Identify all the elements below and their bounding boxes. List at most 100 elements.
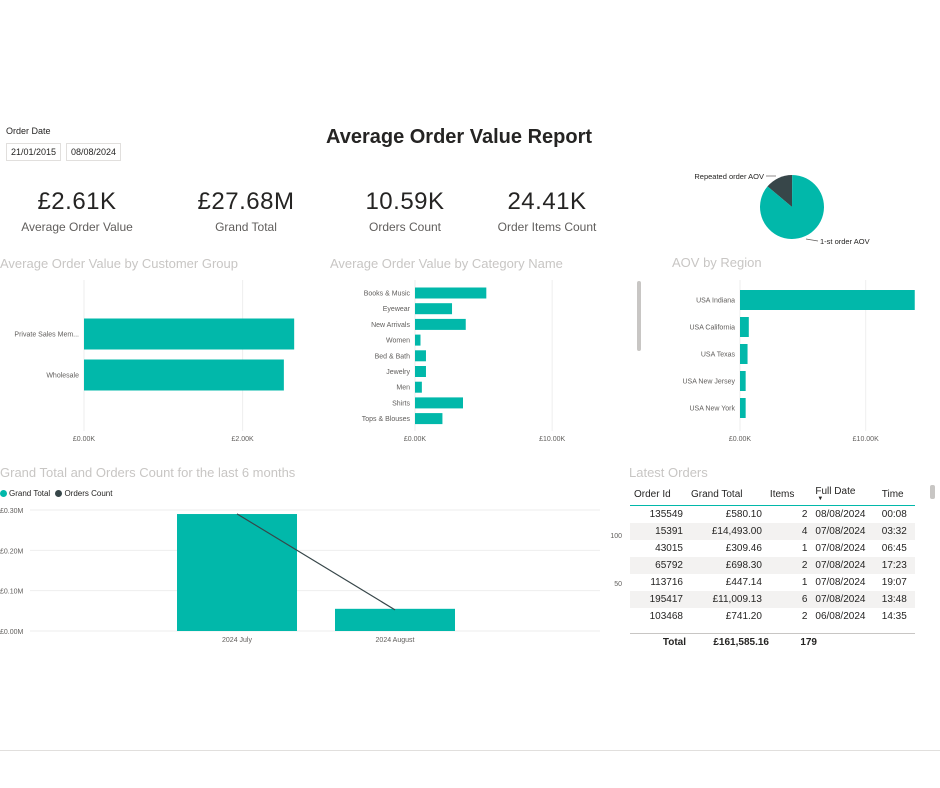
table-row[interactable]: 103468 £741.20 2 06/08/2024 14:35 (630, 608, 915, 625)
combo-ytick-label-0: £0.00M (0, 629, 24, 636)
latest-orders-table-container: Order Id Grand Total Items Full Date ▼ Ti… (630, 483, 920, 633)
cell-grand-total: £14,493.00 (686, 523, 766, 540)
cell-order-id: 15391 (630, 523, 687, 540)
cell-order-id: 113716 (650, 577, 683, 588)
start-date-input[interactable]: 21/01/2015 (6, 143, 62, 161)
cat-bar-2 (415, 318, 466, 330)
cell-order-id: 103468 (649, 611, 683, 622)
pie-slice-1 (760, 175, 824, 239)
cell-time: 17:23 (877, 557, 915, 574)
table-total-row: Total £161,585.16 179 (630, 633, 915, 651)
cat-category-label-5: Jewelry (386, 369, 410, 376)
table-row[interactable]: 135549 £580.10 2 08/08/2024 00:08 (630, 506, 915, 524)
col-time[interactable]: Time (877, 483, 915, 506)
total-grand-total: £161,585.16 (690, 633, 773, 651)
combo-ytick-label-2: £0.20M (0, 548, 24, 555)
cg-bar-0 (84, 318, 295, 350)
pie-slice-0 (767, 175, 793, 207)
cat-category-label-0: Books & Music (364, 291, 411, 298)
region-scrollbar[interactable] (637, 281, 641, 351)
cg-bar-1 (84, 359, 284, 391)
legend-orders-count: Orders Count (64, 489, 113, 498)
table-header-row: Order Id Grand Total Items Full Date ▼ Ti… (630, 483, 915, 506)
combo-chart[interactable]: £0.00M £0.10M £0.20M £0.30M 50 100 2024 July 20… (0, 500, 630, 650)
end-date-input[interactable]: 08/08/2024 (66, 143, 122, 161)
reg-bar-1 (740, 317, 749, 337)
cg-tick-label-0: £0.00K (73, 436, 96, 443)
customer-group-chart-title: Average Order Value by Customer Group (0, 256, 238, 271)
col-items[interactable]: Items (765, 483, 812, 506)
cat-category-label-7: Shirts (392, 400, 410, 407)
page-title: Average Order Value Report (326, 126, 593, 148)
reg-category-label-4: USA New York (689, 406, 735, 413)
total-label: Total (630, 633, 690, 651)
kpi-aov-label: Average Order Value (21, 220, 133, 234)
cell-grand-total: £447.14 (725, 577, 762, 588)
cell-grand-total: £698.30 (686, 557, 766, 574)
latest-orders-table: Order Id Grand Total Items Full Date ▼ Ti… (630, 483, 915, 625)
cell-full-date: 06/08/2024 (815, 611, 866, 622)
reg-category-label-1: USA California (689, 325, 735, 332)
table-row[interactable]: 195417 £11,009.13 6 07/08/2024 13:48 (630, 591, 915, 608)
cg-tick-label-1: £2.00K (232, 436, 255, 443)
cell-items: 1 (801, 543, 808, 554)
aov-pie-chart[interactable]: Repeated order AOV 1-st order AOV (680, 165, 890, 250)
cg-category-label-0: Private Sales Mem... (14, 332, 79, 339)
table-scrollbar[interactable] (930, 485, 935, 499)
combo-chart-title: Grand Total and Orders Count for the las… (0, 465, 296, 480)
cg-category-label-1: Wholesale (46, 373, 79, 380)
col-full-date[interactable]: Full Date ▼ (811, 483, 878, 506)
page-footer-divider (0, 750, 940, 751)
slicer-label: Order Date (6, 126, 51, 136)
table-row[interactable]: 43015 £309.46 1 07/08/2024 06:45 (630, 540, 915, 557)
pie-leader-first (805, 238, 819, 242)
cat-bar-1 (415, 303, 453, 315)
col-full-date-label: Full Date (815, 486, 856, 497)
table-row[interactable]: 65792 £698.30 2 07/08/2024 17:23 (630, 557, 915, 574)
cell-time: 00:08 (881, 509, 907, 520)
table-row[interactable]: 15391 £14,493.00 4 07/08/2024 03:32 (630, 523, 915, 540)
reg-bar-2 (740, 344, 748, 364)
cell-time: 13:48 (877, 591, 915, 608)
combo-bar-0 (177, 514, 297, 631)
cell-items: 1 (801, 577, 808, 588)
cell-time: 06:45 (881, 543, 907, 554)
cell-full-date: 07/08/2024 (815, 577, 866, 588)
reg-bar-3 (740, 371, 746, 391)
total-items: 179 (773, 633, 821, 651)
category-bar-chart[interactable]: £0.00K £10.00K Books & Music Eyewear New Arr… (330, 276, 610, 448)
pie-label-repeated: Repeated order AOV (694, 172, 764, 181)
cell-items: 2 (801, 611, 808, 622)
legend-grand-total-icon (0, 490, 7, 498)
cat-tick-label-0: £0.00K (404, 436, 427, 443)
legend-orders-count-icon (55, 490, 63, 498)
cell-full-date: 07/08/2024 (811, 523, 878, 540)
cell-order-id: 135549 (649, 509, 683, 520)
region-bar-chart[interactable]: £0.00K £10.00K USA Indiana USA California US… (645, 276, 940, 448)
col-grand-total[interactable]: Grand Total (686, 483, 766, 506)
cat-bar-0 (415, 287, 487, 299)
cell-grand-total: £11,009.13 (686, 591, 766, 608)
table-row[interactable]: 113716 £447.14 1 07/08/2024 19:07 (630, 574, 915, 591)
kpi-order-items-value: 24.41K (507, 188, 587, 215)
customer-group-bar-chart[interactable]: £0.00K £2.00K Private Sales Mem... Wholesal… (0, 276, 300, 448)
kpi-order-items-label: Order Items Count (497, 220, 597, 234)
cell-order-id: 43015 (655, 543, 683, 554)
cell-grand-total: £741.20 (725, 611, 762, 622)
pie-label-first: 1-st order AOV (820, 237, 870, 246)
cat-bar-7 (415, 397, 463, 409)
sort-desc-icon: ▼ (817, 496, 824, 502)
reg-category-label-3: USA New Jersey (682, 379, 735, 386)
cell-time: 19:07 (881, 577, 907, 588)
combo-category-label-0: 2024 July (222, 637, 252, 644)
cat-bar-4 (415, 350, 426, 362)
combo-legend: Grand Total Orders Count (0, 489, 112, 498)
cat-bar-6 (415, 381, 422, 393)
col-order-id[interactable]: Order Id (630, 483, 687, 506)
category-chart-title: Average Order Value by Category Name (330, 256, 563, 271)
reg-category-label-0: USA Indiana (696, 298, 735, 305)
kpi-aov-value: £2.61K (37, 188, 117, 215)
region-chart-title: AOV by Region (672, 255, 762, 270)
reg-category-label-2: USA Texas (701, 352, 736, 359)
combo-bar-1 (335, 608, 455, 631)
